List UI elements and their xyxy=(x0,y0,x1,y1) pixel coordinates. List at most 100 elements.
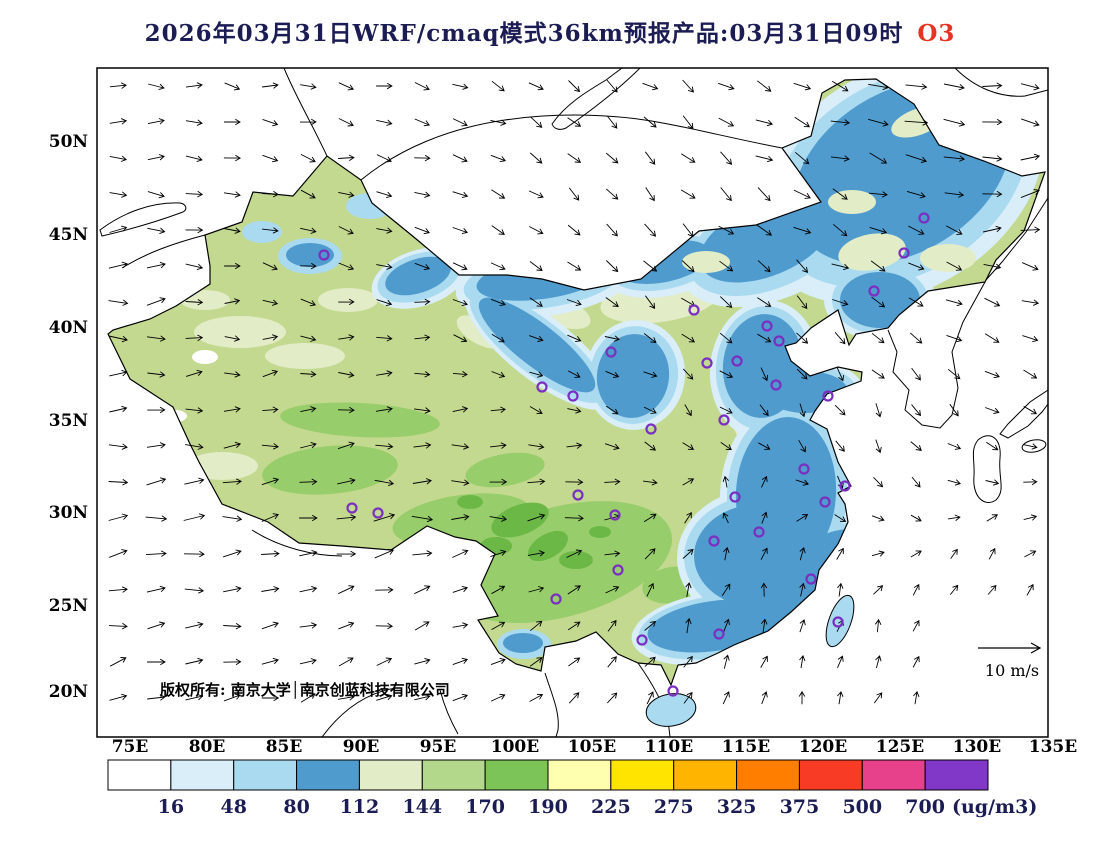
wind-arrow xyxy=(944,191,965,198)
wind-arrow xyxy=(490,154,507,163)
wind-arrow xyxy=(831,80,849,92)
pollutant-label: O3 xyxy=(917,20,956,47)
wind-arrow xyxy=(223,154,241,162)
wind-arrow xyxy=(108,586,128,593)
wind-arrow xyxy=(146,442,166,449)
y-axis-label: 50N xyxy=(49,132,88,152)
wind-arrow xyxy=(684,404,692,417)
wind-arrow xyxy=(836,367,845,382)
wind-arrow xyxy=(605,370,620,378)
wind-arrow xyxy=(146,297,166,306)
wind-arrow xyxy=(757,80,772,92)
y-axis-label: 45N xyxy=(49,225,88,245)
mongolia-north-border xyxy=(360,114,783,181)
wind-arrow xyxy=(223,406,241,413)
wind-arrow xyxy=(682,115,694,130)
wind-arrow xyxy=(834,514,847,522)
city-marker xyxy=(708,535,720,547)
wind-arrow xyxy=(452,118,468,127)
wind-arrow xyxy=(299,478,318,486)
wind-arrow xyxy=(911,404,922,417)
wind-arrow xyxy=(300,227,317,234)
wind-arrow xyxy=(908,297,924,307)
wind-arrow xyxy=(376,299,393,307)
city-marker xyxy=(731,355,743,367)
wind-arrow xyxy=(185,82,203,89)
wind-arrow xyxy=(832,188,848,200)
wind-arrow xyxy=(300,118,317,126)
wind-arrow xyxy=(262,82,279,89)
wind-arrow xyxy=(452,622,469,629)
wind-arrow xyxy=(185,263,204,271)
wind-arrow xyxy=(1021,118,1040,127)
y-axis-label: 25N xyxy=(49,596,88,616)
wind-arrow xyxy=(299,549,318,557)
wind-arrow xyxy=(871,296,886,308)
wind-arrow xyxy=(299,441,317,449)
wind-arrow xyxy=(185,407,204,414)
wind-arrow xyxy=(108,443,128,450)
x-axis-label: 95E xyxy=(420,737,457,757)
city-marker xyxy=(536,381,548,393)
x-axis-label: 100E xyxy=(491,737,539,757)
wind-arrow xyxy=(683,655,693,668)
wind-arrow xyxy=(761,618,768,633)
wind-arrow xyxy=(719,406,733,414)
wind-arrow xyxy=(947,479,962,486)
wind-arrow xyxy=(908,225,925,235)
wind-arrow xyxy=(261,586,280,593)
wind-arrow xyxy=(262,262,278,271)
wind-arrow xyxy=(412,550,433,557)
city-marker xyxy=(688,304,700,316)
wind-arrow xyxy=(376,370,393,377)
wind-arrow xyxy=(491,585,506,595)
colorbar-label: 325 xyxy=(717,796,757,818)
wind-arrow xyxy=(337,477,356,485)
wind-arrow xyxy=(491,371,506,378)
wind-arrow xyxy=(796,332,809,344)
wind-arrow xyxy=(565,478,584,486)
wind-arrow xyxy=(185,369,203,377)
wind-arrow xyxy=(223,693,241,702)
myanmar-coastline xyxy=(321,687,397,737)
colorbar-unit: (ug/m3) xyxy=(952,796,1037,818)
wind-arrow xyxy=(375,622,394,630)
city-marker xyxy=(318,249,330,261)
city-marker xyxy=(839,480,851,492)
x-axis-label: 85E xyxy=(266,737,303,757)
wind-arrow xyxy=(261,550,280,557)
wind-arrow xyxy=(261,694,280,702)
wind-arrow xyxy=(414,585,431,595)
wind-arrow xyxy=(338,585,355,595)
wind-arrow xyxy=(756,224,773,236)
wind-arrow xyxy=(222,515,243,522)
wind-arrow xyxy=(338,334,355,341)
wind-arrow xyxy=(527,478,546,485)
wind-arrow xyxy=(760,475,768,488)
wind-arrow xyxy=(376,82,393,90)
wind-arrow xyxy=(1022,335,1039,343)
wind-arrow xyxy=(719,332,733,344)
wind-arrow xyxy=(529,261,543,272)
wind-arrow xyxy=(491,693,506,702)
wind-arrow xyxy=(643,406,657,414)
wind-arrow xyxy=(109,118,128,125)
wind-arrow xyxy=(109,405,128,413)
wind-arrow xyxy=(222,478,242,485)
wind-arrow xyxy=(336,550,357,558)
wind-arrow xyxy=(833,223,848,237)
wind-arrow xyxy=(604,550,621,557)
wind-arrow xyxy=(875,655,882,669)
wind-arrow xyxy=(985,479,1000,486)
wind-arrow xyxy=(108,622,128,630)
wind-arrow xyxy=(262,369,279,378)
wind-arrow xyxy=(682,478,695,486)
wind-arrow xyxy=(566,442,583,449)
wind-arrow xyxy=(755,155,774,163)
wind-arrow xyxy=(875,439,882,454)
x-axis-label: 120E xyxy=(799,737,847,757)
wind-arrow xyxy=(875,403,882,418)
wind-arrow xyxy=(411,515,434,523)
city-marker xyxy=(805,573,817,585)
wind-arrow xyxy=(644,223,657,237)
